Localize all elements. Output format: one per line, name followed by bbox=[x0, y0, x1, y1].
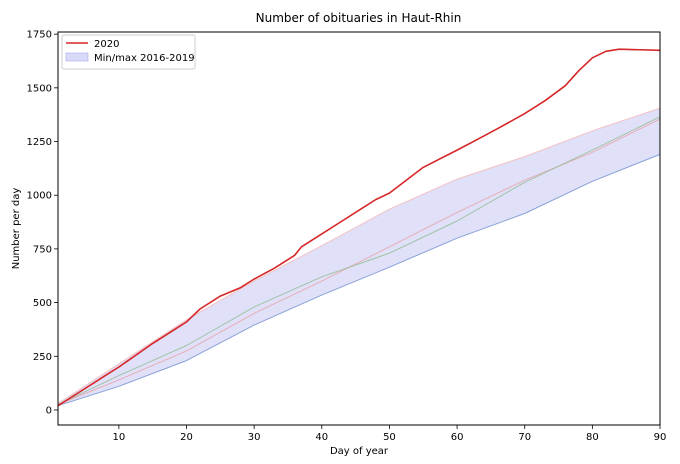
series-line-2020 bbox=[57, 48, 661, 407]
series-line-2 bbox=[57, 116, 661, 406]
series-line-1 bbox=[57, 153, 661, 407]
series-layer bbox=[57, 48, 661, 407]
y-tick-label: 1000 bbox=[27, 191, 52, 202]
chart-title: Number of obituaries in Haut-Rhin bbox=[256, 11, 462, 25]
x-tick-label: 50 bbox=[383, 432, 396, 443]
x-tick-label: 90 bbox=[654, 432, 667, 443]
x-axis-label: Day of year bbox=[330, 446, 389, 457]
x-tick-label: 10 bbox=[113, 432, 126, 443]
y-tick-label: 1250 bbox=[27, 137, 52, 148]
y-tick-label: 750 bbox=[33, 244, 52, 255]
y-tick-label: 0 bbox=[46, 405, 52, 416]
x-tick-label: 20 bbox=[180, 432, 193, 443]
y-tick-label: 1750 bbox=[27, 30, 52, 41]
minmax-band bbox=[58, 108, 660, 406]
legend: 2020 Min/max 2016-2019 bbox=[61, 34, 196, 70]
legend-frame bbox=[61, 34, 196, 70]
y-tick-label: 250 bbox=[33, 352, 52, 363]
y-tick-label: 1500 bbox=[27, 83, 52, 94]
y-axis-label: Number per day bbox=[11, 188, 22, 270]
y-tick-label: 500 bbox=[33, 298, 52, 309]
x-tick-label: 70 bbox=[518, 432, 531, 443]
legend-label-band: Min/max 2016-2019 bbox=[94, 53, 195, 64]
series-line-4 bbox=[57, 107, 661, 404]
x-axis: 10 20 30 40 50 60 70 80 90 bbox=[113, 425, 667, 443]
x-tick-label: 60 bbox=[451, 432, 464, 443]
plot-frame bbox=[57, 31, 661, 426]
x-tick-label: 30 bbox=[248, 432, 261, 443]
x-tick-label: 80 bbox=[586, 432, 599, 443]
band-layer bbox=[58, 108, 660, 406]
x-tick-label: 40 bbox=[315, 432, 328, 443]
legend-label-2020: 2020 bbox=[94, 39, 119, 50]
y-axis: 0 250 500 750 1000 1250 1500 1750 bbox=[27, 30, 58, 416]
legend-swatch-band bbox=[65, 52, 89, 62]
